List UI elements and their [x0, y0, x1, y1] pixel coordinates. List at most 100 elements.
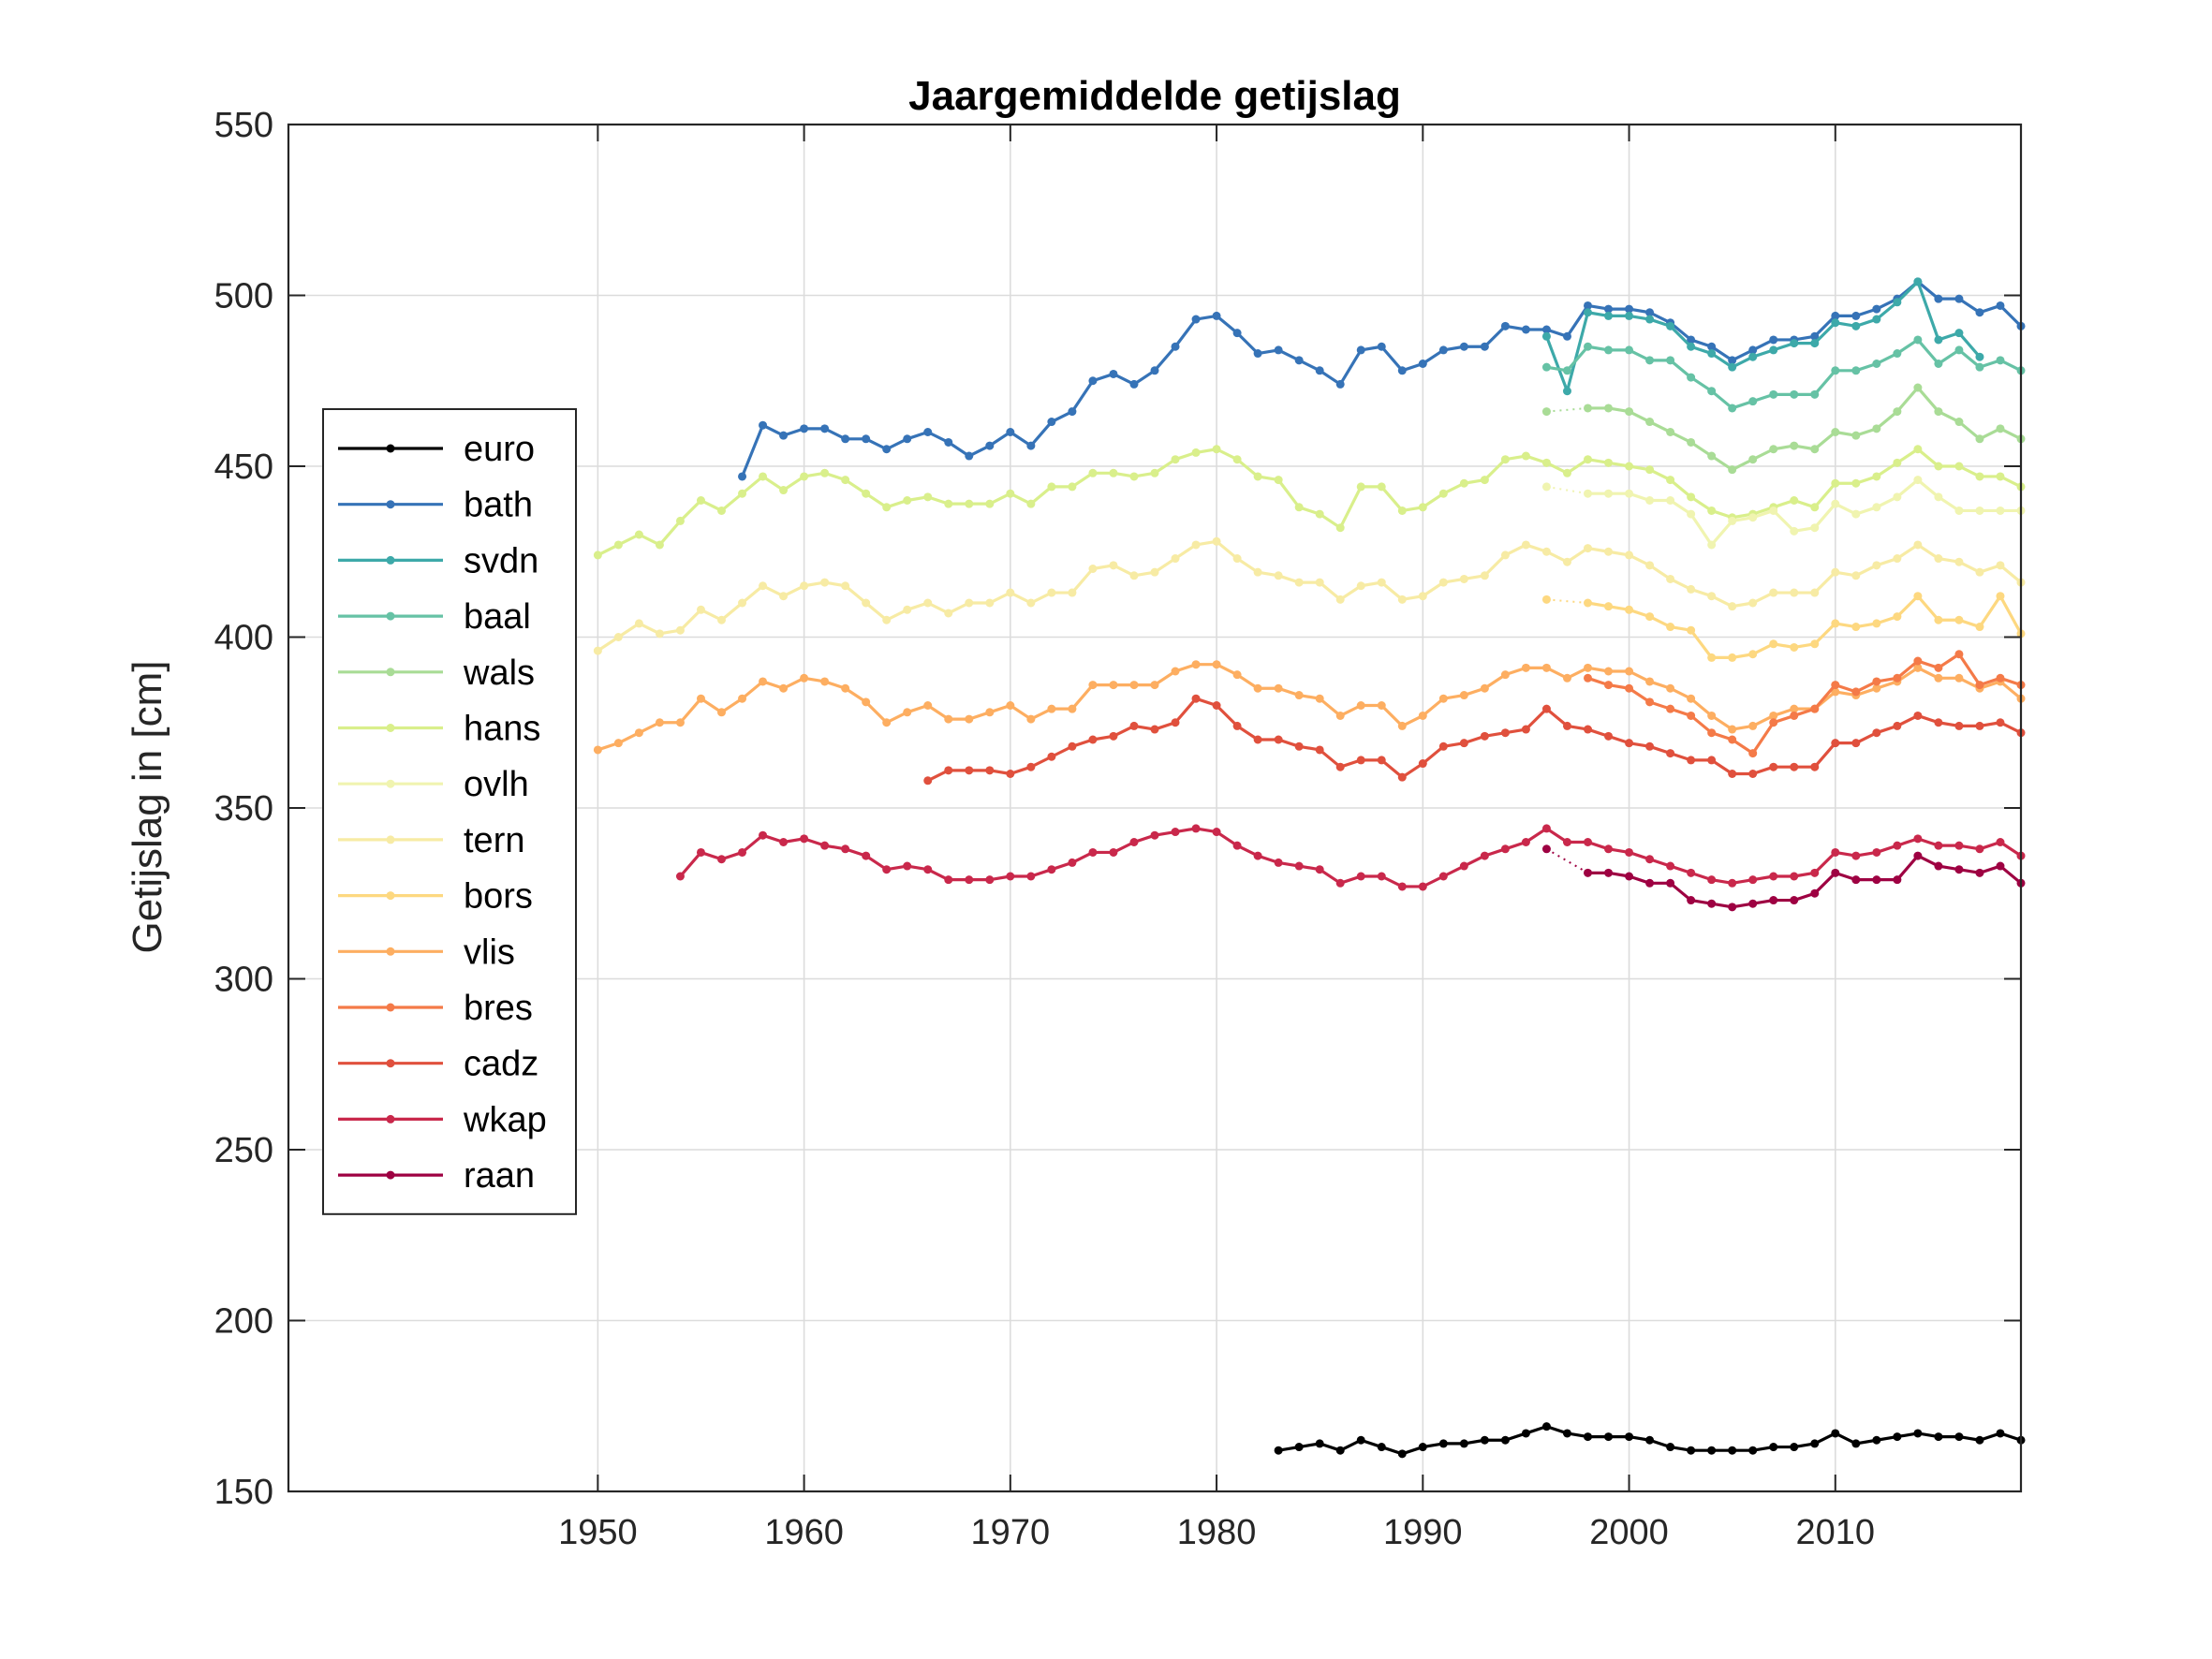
data-point: [1728, 356, 1737, 365]
data-point: [1294, 1443, 1304, 1452]
data-point: [1625, 489, 1634, 498]
data-point: [1541, 1422, 1551, 1431]
data-point: [1171, 828, 1180, 837]
data-point: [1212, 701, 1221, 710]
data-point: [1913, 335, 1923, 345]
series-line: [597, 539, 2023, 653]
series-line: [597, 448, 2022, 557]
legend-item-bres: bres: [338, 989, 533, 1028]
data-point: [1584, 1432, 1592, 1442]
data-point: [1068, 858, 1077, 867]
data-point: [1748, 770, 1758, 778]
data-point: [759, 677, 768, 686]
data-point: [1562, 387, 1571, 396]
series-line: [597, 663, 2023, 752]
legend-item-raan: raan: [338, 1156, 535, 1196]
data-point: [1748, 397, 1758, 406]
data-point: [800, 472, 809, 481]
legend-marker: [386, 668, 395, 677]
data-point: [965, 766, 974, 775]
data-point: [1893, 721, 1902, 730]
data-point: [1831, 318, 1840, 328]
legend: euro bath svdn baal wals hans ovlh tern bors vlis…: [322, 408, 577, 1215]
data-point: [1851, 311, 1861, 320]
data-point: [779, 592, 789, 601]
data-point: [1934, 1432, 1943, 1442]
legend-marker: [386, 891, 395, 901]
data-point: [1274, 476, 1283, 485]
data-point: [1728, 653, 1737, 662]
data-point: [1274, 858, 1283, 867]
data-point: [1790, 704, 1799, 713]
legend-label: vlis: [464, 932, 515, 972]
data-point: [1294, 741, 1304, 751]
data-point: [1872, 503, 1881, 512]
series-line: [1586, 653, 2022, 756]
data-point: [1480, 342, 1489, 351]
y-tick-label: 400: [214, 619, 273, 658]
y-tick-label: 550: [214, 106, 273, 145]
data-point: [1707, 1446, 1717, 1455]
data-point: [1769, 872, 1778, 881]
series-wals: [1541, 383, 2026, 475]
data-point: [903, 496, 912, 505]
data-point: [1500, 728, 1510, 738]
data-point: [1954, 462, 1964, 471]
data-point: [1687, 373, 1696, 382]
data-point: [1129, 838, 1139, 846]
data-point: [1975, 308, 1984, 317]
data-point: [1232, 670, 1242, 680]
data-point: [1625, 872, 1634, 881]
data-point: [1728, 465, 1737, 475]
data-point: [1562, 1429, 1571, 1438]
data-point: [1769, 588, 1778, 597]
data-point: [1790, 441, 1799, 450]
y-tick-label: 450: [214, 448, 273, 487]
data-point: [1315, 694, 1324, 703]
data-point: [1500, 844, 1510, 854]
y-tick-label: 300: [214, 961, 273, 1000]
data-point: [1088, 376, 1098, 386]
data-point: [1541, 458, 1551, 467]
y-tick-label: 500: [214, 277, 273, 316]
legend-item-hans: hans: [338, 710, 540, 749]
legend-marker: [386, 1114, 395, 1123]
data-point: [1666, 1443, 1675, 1452]
data-point: [1088, 847, 1098, 857]
data-point: [985, 875, 995, 885]
data-point: [1232, 841, 1242, 850]
data-point: [1687, 342, 1696, 351]
data-point: [1769, 896, 1778, 905]
data-point: [779, 486, 789, 495]
data-point: [1872, 424, 1881, 433]
data-point: [1831, 868, 1840, 877]
data-point: [1212, 660, 1221, 669]
data-point: [1109, 561, 1118, 570]
data-point: [1645, 356, 1655, 365]
data-point: [696, 605, 705, 614]
data-point: [1666, 476, 1675, 485]
data-point: [1604, 667, 1614, 676]
data-point: [696, 694, 705, 703]
data-point: [1934, 663, 1943, 672]
x-tick-label: 2000: [1589, 1513, 1669, 1552]
data-point: [1954, 615, 1964, 624]
data-point: [965, 598, 974, 608]
data-point: [675, 516, 685, 525]
data-point: [1872, 315, 1881, 324]
data-point: [944, 609, 953, 618]
data-point: [717, 506, 726, 515]
data-point: [1831, 847, 1840, 857]
data-point: [1212, 828, 1221, 837]
data-point: [1006, 588, 1015, 597]
data-point: [1625, 1432, 1634, 1442]
legend-item-tern: tern: [338, 821, 524, 860]
legend-label: cadz: [464, 1045, 538, 1084]
data-point: [944, 875, 953, 885]
legend-marker: [386, 779, 395, 788]
data-point: [1707, 899, 1717, 908]
data-point: [1232, 721, 1242, 730]
legend-item-cadz: cadz: [338, 1045, 538, 1084]
data-point: [1026, 441, 1036, 450]
data-point: [1810, 445, 1820, 454]
